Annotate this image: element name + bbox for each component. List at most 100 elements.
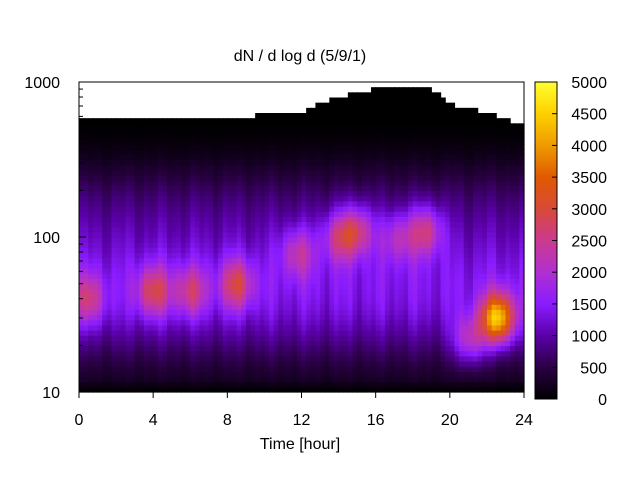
heat-cell	[255, 128, 261, 135]
heat-cell	[134, 164, 140, 171]
heat-cell	[310, 107, 317, 114]
heat-cell	[204, 159, 210, 166]
heat-cell	[269, 231, 275, 238]
heat-cell	[454, 273, 460, 279]
heat-cell	[417, 185, 423, 192]
heat-cell	[431, 304, 437, 310]
heat-cell	[371, 128, 377, 135]
heat-cell	[361, 268, 367, 274]
heat-cell	[435, 113, 442, 119]
heat-cell	[389, 149, 395, 155]
heat-cell	[213, 237, 219, 243]
heat-cell	[88, 371, 94, 378]
heat-cell	[468, 154, 474, 161]
heat-cell	[199, 195, 205, 202]
heat-cell	[241, 376, 247, 383]
heat-cell	[167, 144, 173, 150]
heat-cell	[329, 268, 335, 274]
heat-cell	[343, 335, 349, 341]
heat-cell	[310, 335, 317, 341]
heat-cell	[463, 195, 469, 202]
heat-cell	[375, 268, 381, 274]
heat-cell	[301, 180, 307, 186]
heat-cell	[380, 185, 386, 192]
heat-cell	[148, 118, 154, 124]
heat-cell	[408, 144, 414, 150]
heat-cell	[347, 355, 354, 362]
heat-cell	[422, 206, 428, 212]
heat-cell	[245, 154, 252, 161]
heat-cell	[389, 324, 395, 331]
heat-cell	[371, 242, 377, 248]
heat-cell	[236, 309, 242, 316]
heat-cell	[83, 159, 89, 166]
heat-cell	[241, 345, 247, 352]
heat-cell	[162, 138, 168, 145]
heat-cell	[384, 330, 391, 336]
heat-cell	[468, 273, 474, 279]
heat-cell	[320, 371, 326, 378]
heat-cell	[417, 330, 423, 336]
heat-cell	[227, 330, 233, 336]
heat-cell	[473, 226, 479, 233]
heat-cell	[310, 118, 317, 124]
heat-cell	[278, 376, 284, 383]
heat-cell	[417, 299, 423, 305]
heat-cell	[477, 190, 483, 197]
heat-cell	[366, 376, 372, 383]
heat-cell	[120, 118, 126, 124]
heat-cell	[97, 319, 103, 326]
heat-cell	[180, 273, 187, 279]
heat-cell	[315, 113, 321, 119]
heat-cell	[264, 169, 270, 176]
heat-cell	[190, 371, 196, 378]
heat-cell	[403, 314, 409, 321]
heat-cell	[324, 319, 330, 326]
heat-cell	[245, 366, 252, 372]
heat-cell	[176, 330, 182, 336]
heat-cell	[106, 149, 113, 155]
heat-cell	[278, 268, 284, 274]
heat-cell	[306, 175, 312, 181]
heat-cell	[143, 242, 150, 248]
heat-cell	[333, 226, 340, 233]
heat-cell	[116, 216, 122, 223]
heat-cell	[417, 195, 423, 202]
heat-cell	[153, 180, 159, 186]
heat-cell	[92, 309, 99, 316]
heat-cell	[264, 211, 270, 217]
heat-cell	[357, 107, 363, 114]
heat-cell	[245, 149, 252, 155]
heat-cell	[282, 118, 289, 124]
heat-cell	[143, 144, 150, 150]
heat-cell	[463, 206, 469, 212]
heat-cell	[120, 149, 126, 155]
heat-cell	[440, 133, 446, 140]
heat-cell	[88, 345, 94, 352]
heat-cell	[269, 113, 275, 119]
heat-cell	[435, 107, 442, 114]
heat-cell	[292, 366, 298, 372]
heat-cell	[282, 273, 289, 279]
heat-cell	[375, 133, 381, 140]
heat-cell	[486, 345, 493, 352]
heat-cell	[134, 273, 140, 279]
heat-cell	[398, 237, 405, 243]
heat-cell	[463, 330, 469, 336]
heat-cell	[333, 175, 340, 181]
heat-cell	[157, 350, 164, 357]
heat-cell	[162, 350, 168, 357]
heat-cell	[445, 113, 451, 119]
heat-cell	[491, 113, 497, 119]
heat-cell	[333, 330, 340, 336]
heat-cell	[310, 138, 317, 145]
heat-cell	[477, 247, 483, 254]
heat-cell	[157, 149, 164, 155]
heat-cell	[83, 138, 89, 145]
heat-cell	[287, 169, 293, 176]
heat-cell	[431, 283, 437, 290]
heat-cell	[426, 314, 432, 321]
heat-cell	[153, 226, 159, 233]
heat-cell	[208, 366, 215, 372]
heat-cell	[83, 149, 89, 155]
